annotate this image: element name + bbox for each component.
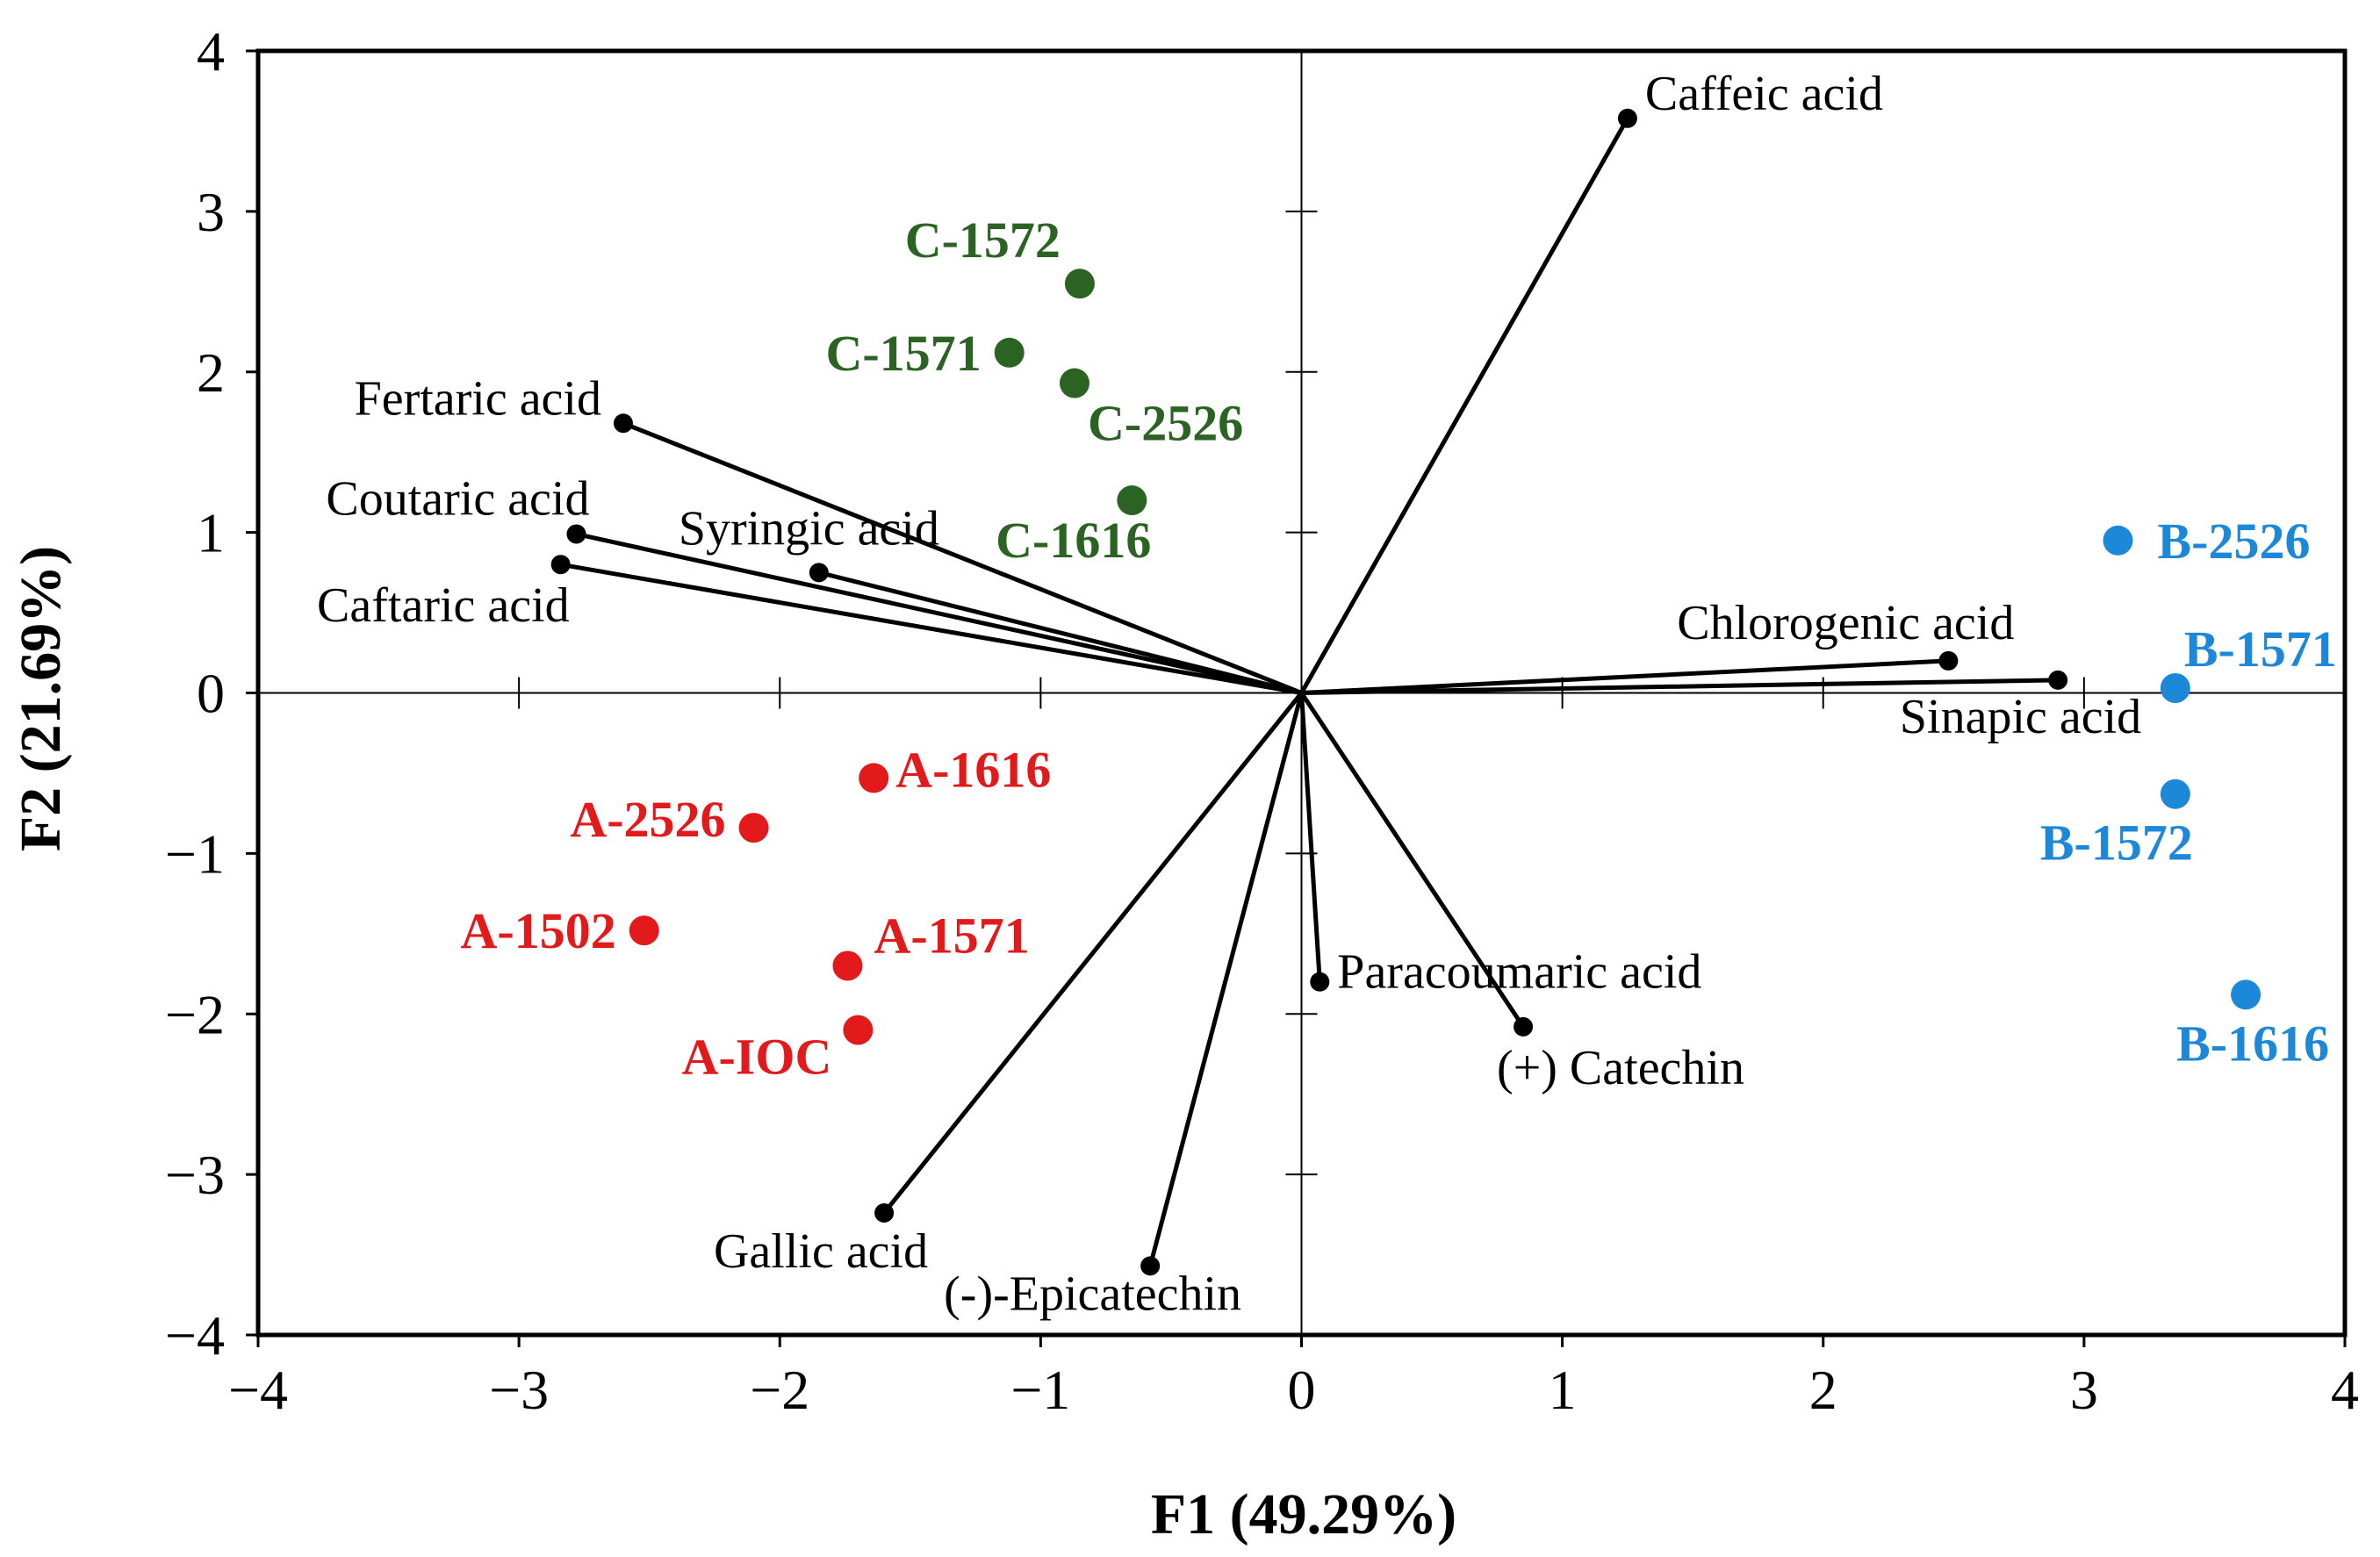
- y-tick-label: −3: [165, 1144, 225, 1206]
- loading-point: [613, 413, 633, 434]
- y-tick-label: −2: [165, 983, 225, 1045]
- variable-label: Syringic acid: [679, 501, 939, 556]
- variable-label: Caffeic acid: [1645, 67, 1883, 121]
- observation-point: [1060, 368, 1090, 398]
- observation-label: A-1571: [874, 907, 1030, 964]
- variable-label: Coutaric acid: [326, 471, 589, 526]
- observation-label: B-1571: [2184, 621, 2337, 678]
- observation-label: C-2526: [1088, 395, 1243, 452]
- observation-point: [2103, 525, 2133, 556]
- x-tick-label: 0: [1288, 1359, 1316, 1421]
- y-tick-label: 4: [197, 20, 225, 83]
- loading-vector: [1299, 692, 1526, 1029]
- loading-vector: [1147, 692, 1304, 1267]
- observation-label: A-1502: [461, 902, 616, 959]
- observation-point: [843, 1015, 874, 1045]
- loading-point: [1617, 108, 1637, 128]
- y-tick-label: 1: [197, 502, 225, 564]
- loading-point: [2048, 670, 2068, 690]
- x-tick-label: 2: [1809, 1359, 1837, 1421]
- observation-point: [1117, 485, 1147, 516]
- y-tick-label: 2: [197, 341, 225, 404]
- loading-point: [874, 1203, 895, 1223]
- observation-point: [2160, 673, 2190, 704]
- loading-vector: [882, 691, 1304, 1215]
- loading-vector: [1301, 678, 2059, 695]
- observation-point: [859, 763, 889, 793]
- x-tick-label: −3: [489, 1359, 549, 1421]
- x-tick-label: −4: [228, 1359, 288, 1421]
- observation-label: B-1572: [2040, 814, 2193, 872]
- loading-point: [566, 524, 586, 544]
- x-tick-label: 1: [1549, 1359, 1577, 1421]
- x-tick-label: 4: [2331, 1359, 2359, 1421]
- x-tick-label: −1: [1010, 1359, 1070, 1421]
- y-axis-title: F2 (21.69%): [9, 546, 73, 851]
- observation-label: C-1616: [996, 512, 1151, 569]
- observation-point: [2160, 778, 2190, 809]
- loading-vector: [818, 570, 1303, 695]
- loading-point: [1514, 1016, 1534, 1037]
- observation-point: [738, 813, 769, 843]
- observation-label: A-1616: [895, 741, 1051, 798]
- variable-label: Gallic acid: [714, 1224, 928, 1279]
- loading-vector: [1301, 658, 1949, 695]
- loading-point: [1310, 972, 1330, 992]
- observation-label: B-2526: [2158, 513, 2311, 570]
- loading-point: [550, 555, 571, 575]
- loading-point: [1140, 1256, 1161, 1276]
- loading-point: [1938, 650, 1959, 671]
- y-tick-label: −1: [165, 822, 225, 885]
- y-tick-label: 0: [197, 663, 225, 725]
- variable-label: Chlorogenic acid: [1677, 596, 2014, 650]
- loading-vector: [1299, 117, 1630, 694]
- variable-label: Fertaric acid: [355, 371, 601, 426]
- observation-label: A-2526: [570, 791, 725, 848]
- variable-label: Caftaric acid: [317, 578, 570, 633]
- observation-point: [629, 915, 659, 946]
- observation-label: C-1572: [905, 212, 1061, 269]
- loading-vector: [1299, 692, 1322, 982]
- observation-point: [1064, 269, 1095, 299]
- x-tick-label: −2: [750, 1359, 809, 1421]
- variable-label: Paracoumaric acid: [1337, 945, 1701, 1000]
- observation-label: A-IOC: [682, 1029, 832, 1086]
- x-axis-title: F1 (49.29%): [1151, 1482, 1456, 1546]
- loading-vector: [622, 420, 1303, 695]
- y-tick-label: 3: [197, 181, 225, 243]
- loading-point: [809, 563, 829, 583]
- loading-vector: [575, 532, 1303, 695]
- observation-point: [994, 337, 1025, 368]
- variable-label: (-)-Epicatechin: [944, 1266, 1241, 1321]
- observation-label: C-1571: [826, 325, 981, 382]
- loading-vector: [560, 562, 1302, 695]
- observation-point: [2231, 979, 2261, 1010]
- observation-label: B-1616: [2176, 1015, 2329, 1072]
- x-tick-label: 3: [2070, 1359, 2098, 1421]
- y-tick-label: −4: [165, 1304, 225, 1367]
- observation-point: [832, 951, 863, 981]
- variable-label: Sinapic acid: [1900, 690, 2141, 744]
- variable-label: (+) Catechin: [1497, 1041, 1744, 1095]
